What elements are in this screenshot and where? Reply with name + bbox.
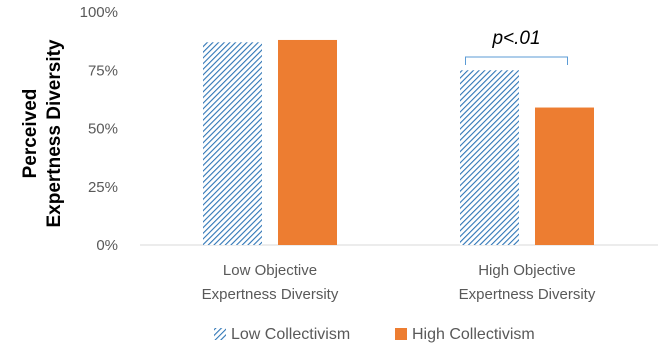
significance-label: p<.01: [491, 28, 540, 49]
x-category-label: Low Objective: [223, 262, 317, 279]
bars: [203, 39, 594, 246]
significance-bracket: [465, 56, 568, 65]
legend-swatch: [395, 328, 407, 340]
bar-high-collectivism: [278, 39, 337, 246]
y-tick-label: 75%: [88, 62, 118, 79]
y-axis-title: Perceived Expertness Diversity: [20, 39, 65, 227]
bar-low-collectivism: [460, 70, 519, 245]
bar-low-collectivism: [203, 42, 262, 245]
y-tick-label: 0%: [96, 237, 118, 254]
y-axis-ticks: 0% 25% 50% 75% 100%: [80, 4, 118, 254]
y-tick-label: 100%: [80, 4, 118, 21]
y-tick-label: 25%: [88, 179, 118, 196]
significance-annotation: p<.01: [465, 28, 568, 65]
bar-high-collectivism: [535, 107, 594, 245]
y-axis-title-line: Expertness Diversity: [44, 39, 65, 227]
legend: Low Collectivism High Collectivism: [214, 326, 535, 343]
y-axis-title-line: Perceived: [20, 89, 41, 179]
legend-label: High Collectivism: [412, 326, 535, 343]
x-category-label: Expertness Diversity: [202, 286, 339, 303]
x-axis-category-labels: Low Objective Expertness Diversity High Ob…: [202, 262, 596, 303]
y-tick-label: 50%: [88, 121, 118, 138]
x-category-label: Expertness Diversity: [459, 286, 596, 303]
x-category-label: High Objective: [478, 262, 576, 279]
legend-label: Low Collectivism: [231, 326, 350, 343]
legend-swatch: [214, 328, 226, 340]
